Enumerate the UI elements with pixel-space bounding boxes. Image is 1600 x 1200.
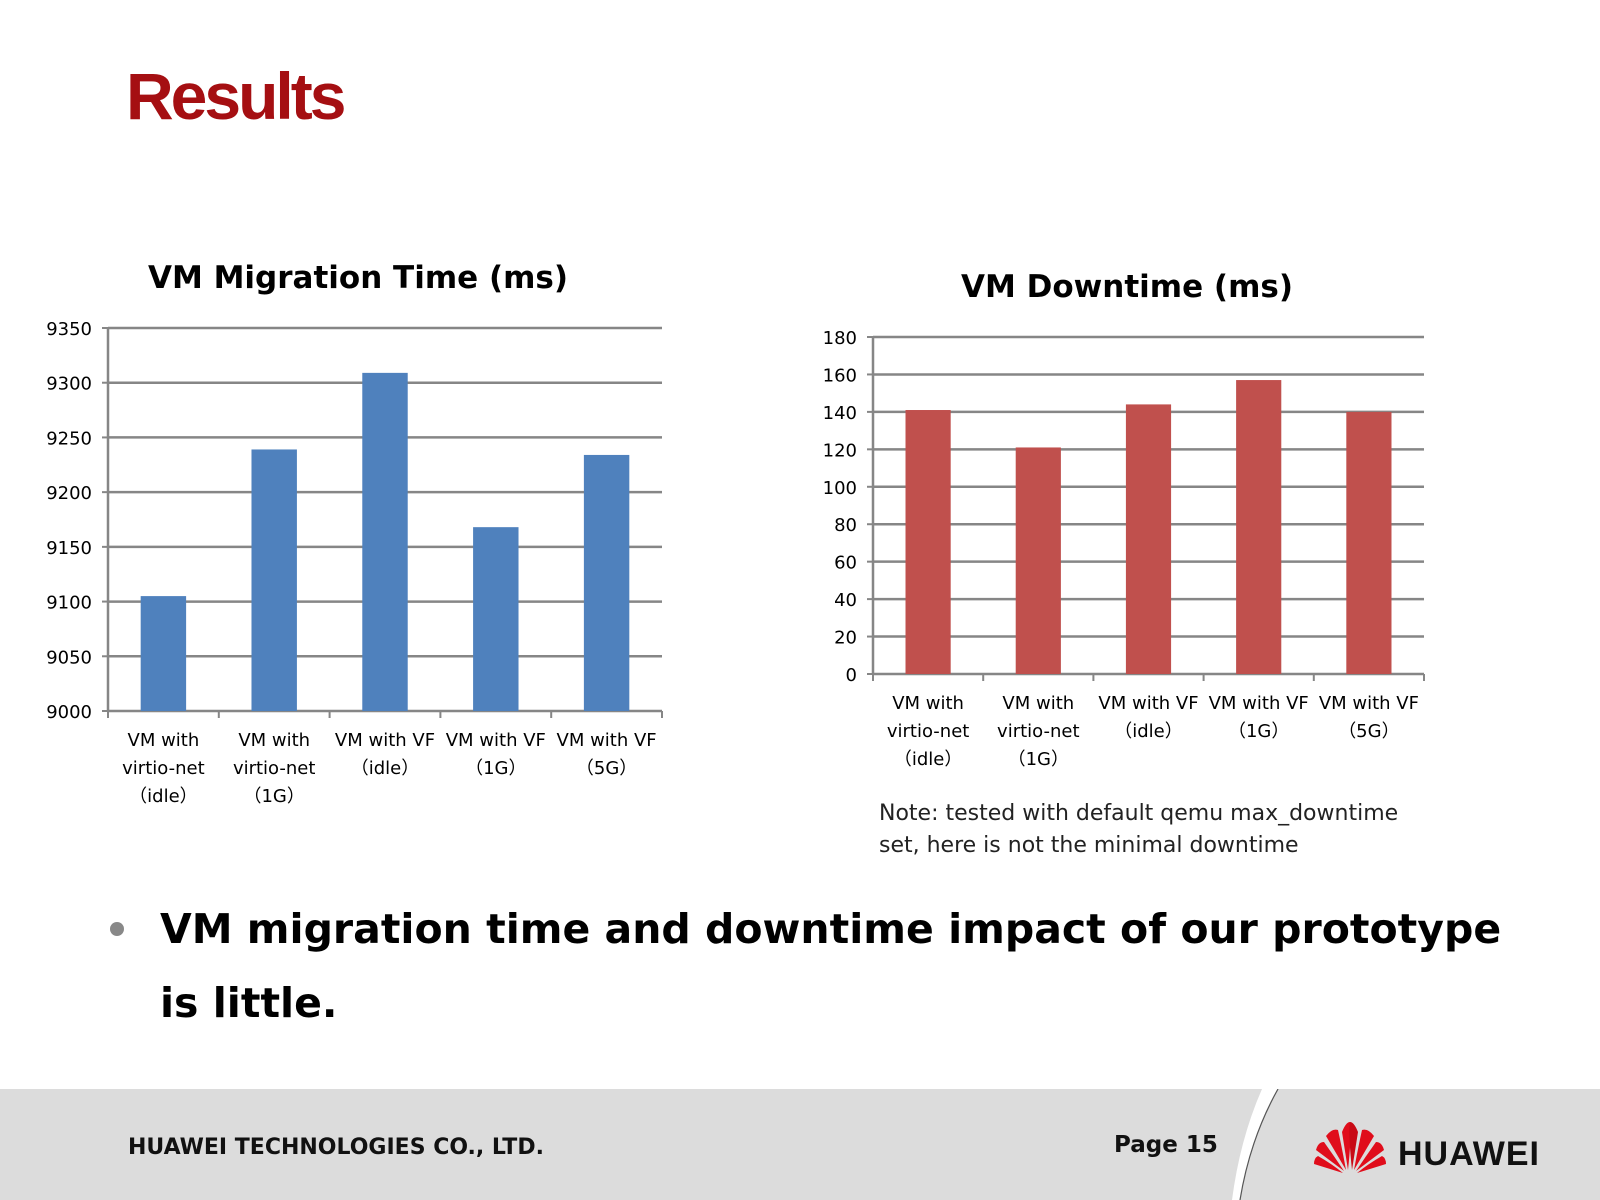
y-tick-label: 40 <box>834 590 857 611</box>
bar <box>362 372 408 711</box>
y-tick-label: 140 <box>823 403 857 424</box>
x-tick-label-line: （idle） <box>894 749 963 770</box>
x-tick-label-line: virtio-net <box>122 758 205 779</box>
bar <box>473 527 519 711</box>
x-tick-label: VM with virtio-net （1G） <box>233 730 316 807</box>
x-tick-label-line: （5G） <box>576 758 637 779</box>
y-tick-label: 9300 <box>46 374 92 395</box>
y-tick-label: 100 <box>823 478 857 499</box>
y-tick-label: 20 <box>834 628 857 649</box>
x-tick-label-line: virtio-net <box>233 758 316 779</box>
bar <box>583 454 630 711</box>
footer-divider-icon <box>1232 1089 1279 1200</box>
bar <box>140 596 187 711</box>
slide-title: Results <box>126 59 346 133</box>
bullet-point: VM migration time and downtime impact of… <box>110 892 1510 1040</box>
y-tick-label: 80 <box>834 515 857 536</box>
x-tick-label-line: （5G） <box>1338 721 1399 742</box>
x-tick-label-line: VM with <box>1002 693 1074 714</box>
bar <box>1346 411 1392 674</box>
bar <box>1015 447 1061 674</box>
x-tick-label-line: VM with <box>238 730 310 751</box>
bar <box>905 410 951 674</box>
x-tick-label-line: VM with VF <box>335 730 435 751</box>
y-tick-label: 60 <box>834 553 857 574</box>
y-tick-label: 9200 <box>46 483 92 504</box>
bullet-dot-icon <box>110 922 124 936</box>
bar <box>1125 404 1172 674</box>
y-tick-label: 9050 <box>46 647 92 668</box>
huawei-logo-icon <box>1314 1122 1386 1173</box>
y-tick-label: 9250 <box>46 428 92 449</box>
x-tick-label-line: （1G） <box>243 786 304 807</box>
company-name: HUAWEI TECHNOLOGIES CO., LTD. <box>128 1135 544 1160</box>
x-tick-label-line: VM with VF <box>446 730 546 751</box>
bar <box>1236 380 1282 674</box>
x-tick-label-line: VM with <box>892 693 964 714</box>
chart-title: VM Downtime (ms) <box>961 269 1293 305</box>
migration-time-chart: VM Migration Time (ms) 9000 9050 9100 9150 92… <box>46 260 663 807</box>
bar <box>251 449 297 711</box>
downtime-chart: VM Downtime (ms) 0 20 40 60 80 100 120 140 160 180… <box>823 269 1425 770</box>
x-tick-label-line: （idle） <box>351 758 420 779</box>
y-tick-label: 120 <box>823 440 857 461</box>
x-tick-label: VM with VF （5G） <box>1319 693 1419 742</box>
x-tick-label: VM with VF （1G） <box>1209 693 1309 742</box>
bullet-text: VM migration time and downtime impact of… <box>160 905 1502 1027</box>
x-tick-label-line: virtio-net <box>887 721 970 742</box>
x-tick-label-line: VM with VF <box>1209 693 1309 714</box>
x-tick-label-line: （1G） <box>1008 749 1069 770</box>
chart-title: VM Migration Time (ms) <box>148 260 568 296</box>
x-tick-label: VM with virtio-net （idle） <box>887 693 970 770</box>
y-tick-label: 9100 <box>46 593 92 614</box>
huawei-logo-text: HUAWEI <box>1398 1135 1540 1173</box>
x-tick-label: VM with virtio-net （idle） <box>122 730 205 807</box>
x-tick-label-line: （1G） <box>465 758 526 779</box>
y-tick-label: 180 <box>823 328 857 349</box>
y-tick-label: 9150 <box>46 538 92 559</box>
page-number: Page 15 <box>1114 1132 1218 1158</box>
x-tick-label-line: VM with VF <box>1098 693 1198 714</box>
x-tick-label: VM with VF （1G） <box>446 730 546 779</box>
y-tick-label: 9350 <box>46 319 92 340</box>
x-tick-label-line: （idle） <box>1114 721 1183 742</box>
y-tick-label: 9000 <box>46 702 92 723</box>
x-tick-label-line: （1G） <box>1228 721 1289 742</box>
y-tick-label: 160 <box>823 365 857 386</box>
x-tick-label-line: （idle） <box>129 786 198 807</box>
x-tick-label-line: VM with VF <box>1319 693 1419 714</box>
x-tick-label: VM with VF （idle） <box>335 730 435 779</box>
x-tick-label: VM with virtio-net （1G） <box>997 693 1080 770</box>
x-tick-label-line: VM with VF <box>557 730 657 751</box>
x-tick-label: VM with VF （idle） <box>1098 693 1198 742</box>
x-tick-label-line: VM with <box>128 730 200 751</box>
chart-note: Note: tested with default qemu max_downt… <box>879 801 1399 858</box>
y-tick-label: 0 <box>846 665 857 686</box>
x-tick-label-line: virtio-net <box>997 721 1080 742</box>
x-tick-label: VM with VF （5G） <box>557 730 657 779</box>
